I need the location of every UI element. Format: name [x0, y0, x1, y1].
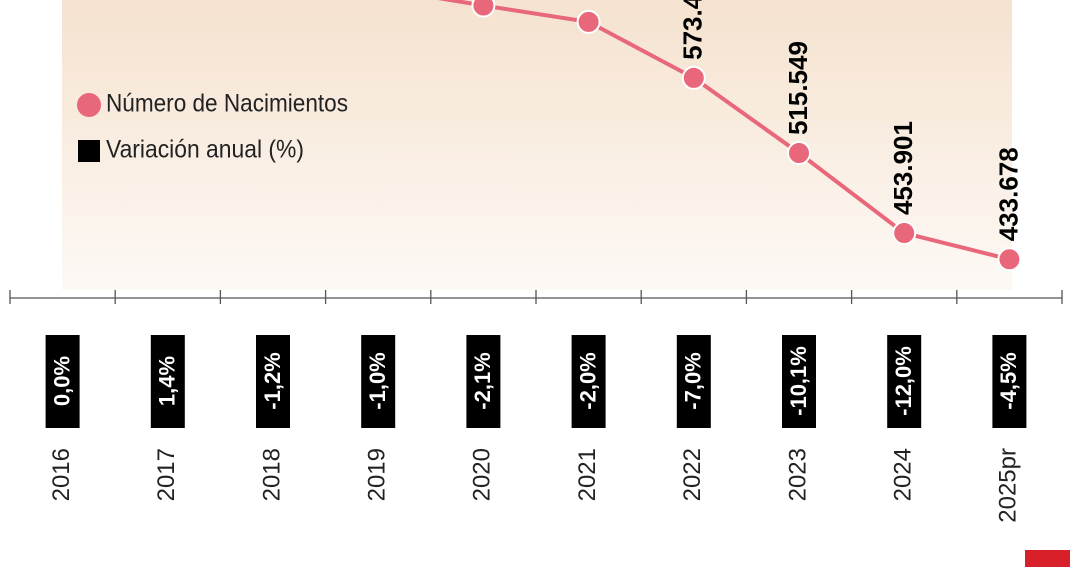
x-tick-label: 2023 [784, 448, 811, 501]
variation-label: -2,0% [575, 352, 600, 409]
legend-label: Número de Nacimientos [106, 90, 348, 118]
x-tick-label: 2017 [153, 448, 180, 501]
x-tick-label: 2019 [364, 448, 391, 501]
data-label: 433.678 [993, 147, 1023, 241]
data-point [892, 221, 917, 246]
variation-label: -10,1% [786, 346, 811, 416]
variation-label: -7,0% [681, 352, 706, 409]
data-point [681, 65, 706, 90]
data-label: 573.470 [678, 0, 708, 60]
x-tick-label: 2025pr [995, 448, 1022, 523]
variation-label: -4,5% [996, 352, 1021, 409]
x-tick-label: 2021 [574, 448, 601, 501]
series-line [437, 0, 1010, 262]
variation-label: 1,4% [155, 356, 180, 406]
variation-label: 0,0% [49, 356, 74, 406]
variation-box [782, 335, 816, 428]
variation-box [256, 335, 290, 428]
x-tick-label: 2020 [469, 448, 496, 501]
x-tick-label: 2016 [48, 448, 75, 501]
variation-box [45, 335, 80, 428]
legend-marker [78, 140, 100, 162]
variation-box [676, 335, 711, 428]
data-label: 453.901 [888, 121, 918, 215]
x-tick-label: 2024 [890, 448, 917, 501]
data-point [471, 0, 496, 18]
legend-label: Variación anual (%) [106, 136, 304, 164]
variation-box [466, 335, 501, 428]
variation-box [361, 335, 396, 428]
variation-label: -1,0% [365, 352, 390, 409]
variation-box [571, 335, 606, 428]
legend-marker [77, 93, 101, 117]
data-label: 515.549 [783, 41, 813, 135]
logo [1025, 550, 1070, 567]
variation-box [150, 335, 185, 428]
variation-label: -12,0% [891, 346, 916, 416]
data-point [787, 141, 811, 166]
variation-label: -2,1% [470, 352, 495, 409]
data-point [997, 247, 1022, 272]
plot-background [62, 0, 1012, 290]
variation-label: -1,2% [260, 352, 285, 409]
data-point [576, 9, 601, 34]
variation-box [887, 335, 922, 428]
variation-box [992, 335, 1027, 428]
x-tick-label: 2022 [679, 448, 706, 501]
x-tick-label: 2018 [258, 448, 285, 501]
